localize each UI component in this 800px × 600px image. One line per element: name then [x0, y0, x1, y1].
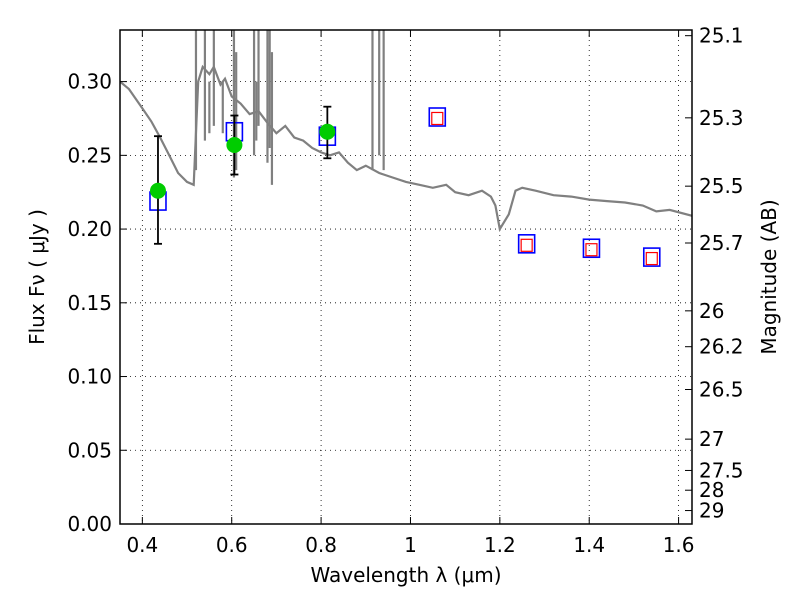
x-tick-label: 1.4	[573, 533, 605, 557]
mag-tick-label: 28	[699, 478, 724, 502]
y-tick-label: 0.25	[67, 143, 112, 167]
y-tick-label: 0.20	[67, 217, 112, 241]
grid-lines	[120, 30, 692, 525]
mag-tick-label: 25.7	[699, 231, 744, 255]
y-tick-label: 0.15	[67, 291, 112, 315]
mag-tick-label: 27	[699, 427, 724, 451]
observed-photometry-point	[319, 123, 336, 140]
axis-ticks: 0.4 0.6 0.8 1 1.2 1.4 1.6 0.00 0.05 0.10 0.15 0.20 0…	[67, 24, 743, 557]
model-photometry-point	[517, 234, 536, 254]
mag-tick-label: 26	[699, 299, 724, 323]
model-photometry-alt-point	[645, 251, 658, 266]
mag-tick-label: 26.5	[699, 378, 744, 402]
model-photometry-point	[582, 238, 601, 259]
y-tick-label: 0.30	[67, 70, 112, 94]
y-axis-label: Flux Fν ( μJy )	[25, 209, 49, 345]
model-photometry-alt-point	[520, 238, 533, 252]
mag-tick-label: 25.1	[699, 24, 744, 48]
x-tick-label: 0.8	[305, 533, 337, 557]
x-axis-label: Wavelength λ (μm)	[310, 563, 501, 587]
model-photometry-point	[642, 247, 661, 267]
model-sed-line	[120, 64, 692, 233]
mag-tick-label: 29	[699, 499, 724, 523]
model-photometry-alt-point	[585, 243, 598, 257]
x-tick-label: 1	[404, 533, 417, 557]
model-photometry-point	[428, 107, 447, 127]
model-photometry-alt-point	[431, 111, 444, 126]
x-tick-label: 0.4	[126, 533, 158, 557]
mag-tick-label: 27.5	[699, 458, 744, 482]
x-tick-label: 1.6	[663, 533, 695, 557]
x-tick-label: 1.2	[484, 533, 516, 557]
data-layer	[120, 30, 692, 267]
plot-frame	[119, 29, 693, 525]
y-tick-label: 0.00	[67, 512, 112, 536]
mag-tick-label: 26.2	[699, 335, 744, 359]
mag-tick-label: 25.5	[699, 174, 744, 198]
mag-tick-label: 25.3	[699, 106, 744, 130]
y2-axis-label: Magnitude (AB)	[757, 199, 781, 354]
x-tick-label: 0.6	[216, 533, 248, 557]
plot-area	[120, 30, 692, 267]
y-tick-label: 0.05	[67, 438, 112, 462]
observed-photometry-point	[226, 137, 243, 154]
y-tick-label: 0.10	[67, 365, 112, 389]
observed-photometry-point	[149, 182, 166, 199]
